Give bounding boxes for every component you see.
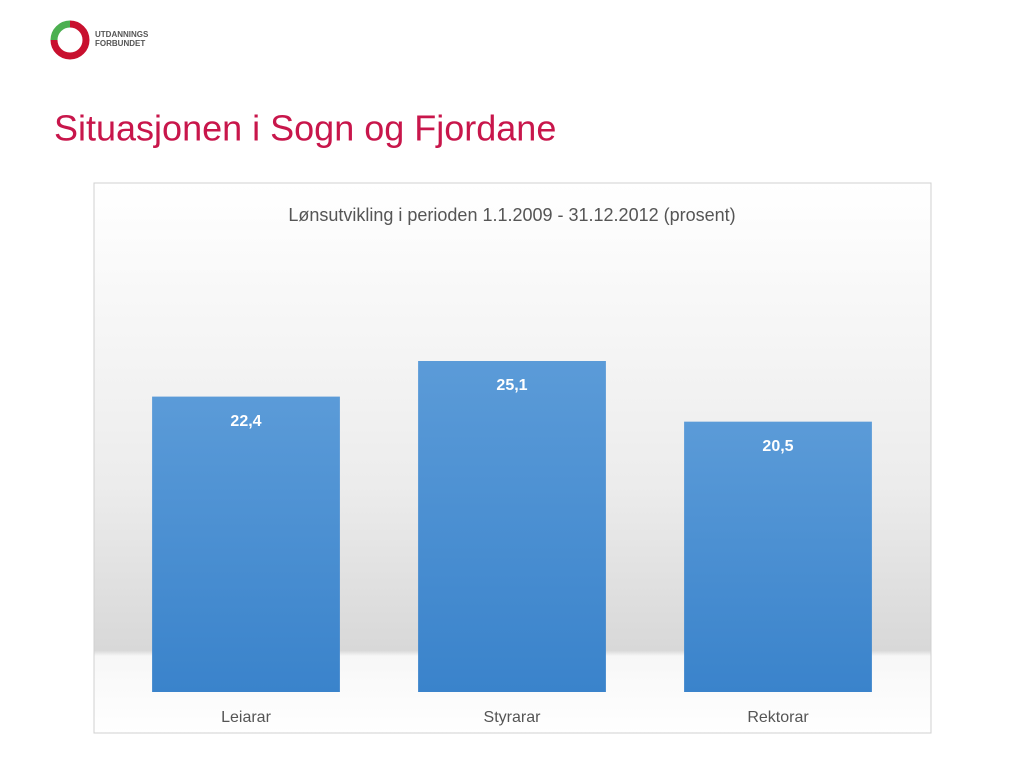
value-label: 22,4 — [230, 413, 261, 430]
bar — [418, 361, 606, 692]
bar — [152, 396, 340, 692]
chart-title: Lønsutvikling i perioden 1.1.2009 - 31.1… — [288, 205, 735, 225]
x-tick-label: Leiarar — [221, 709, 271, 726]
slide-title: Situasjonen i Sogn og Fjordane — [54, 108, 556, 149]
logo: UTDANNINGS FORBUNDET — [50, 20, 149, 60]
logo-ring-red — [50, 20, 90, 60]
logo-text: FORBUNDET — [95, 39, 145, 48]
bar — [684, 421, 872, 692]
value-label: 25,1 — [496, 377, 527, 394]
logo-text: UTDANNINGS — [95, 30, 149, 39]
x-tick-label: Styrarar — [484, 709, 542, 726]
logo-ring-green — [50, 20, 71, 41]
x-tick-label: Rektorar — [747, 709, 809, 726]
value-label: 20,5 — [762, 438, 793, 455]
